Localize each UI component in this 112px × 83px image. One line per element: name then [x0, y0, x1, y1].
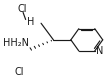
- Text: Cl: Cl: [17, 4, 27, 14]
- Text: N: N: [95, 46, 102, 56]
- Text: HH₂N: HH₂N: [3, 38, 28, 48]
- Text: Cl: Cl: [14, 67, 24, 77]
- Text: H: H: [27, 17, 34, 27]
